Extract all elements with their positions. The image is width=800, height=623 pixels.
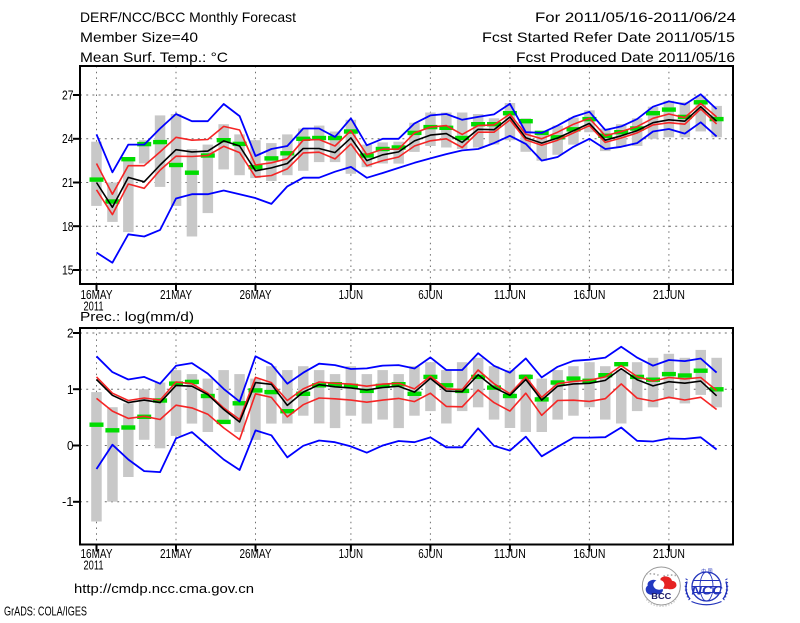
svg-text:0: 0: [67, 439, 74, 453]
svg-text:18: 18: [62, 220, 74, 234]
svg-text:15: 15: [62, 264, 74, 278]
svg-text:Fcst Produced Date 2011/05/16: Fcst Produced Date 2011/05/16: [516, 49, 735, 65]
svg-text:1: 1: [67, 383, 74, 397]
svg-text:11JUN: 11JUN: [494, 547, 526, 561]
svg-text:NCC: NCC: [692, 586, 724, 598]
svg-text:2011: 2011: [84, 300, 104, 314]
svg-text:Fcst Started Refer Date 2011/0: Fcst Started Refer Date 2011/05/15: [482, 29, 735, 45]
svg-text:16MAY: 16MAY: [81, 547, 114, 561]
svg-text:-1: -1: [62, 495, 74, 509]
svg-text:中 国: 中 国: [701, 568, 712, 575]
svg-text:2: 2: [67, 327, 74, 341]
svg-text:Prec.: log(mm/d): Prec.: log(mm/d): [80, 309, 194, 324]
svg-text:21JUN: 21JUN: [653, 288, 685, 302]
svg-text:21: 21: [62, 176, 74, 190]
svg-text:16JUN: 16JUN: [573, 547, 605, 561]
svg-text:6JUN: 6JUN: [418, 288, 443, 302]
svg-text:For 2011/05/16-2011/06/24: For 2011/05/16-2011/06/24: [535, 9, 736, 25]
svg-text:21MAY: 21MAY: [160, 288, 193, 302]
svg-text:1JUN: 1JUN: [339, 288, 364, 302]
svg-text:21JUN: 21JUN: [653, 547, 685, 561]
svg-text:BCC: BCC: [651, 592, 671, 601]
svg-text:http://cmdp.ncc.cma.gov.cn: http://cmdp.ncc.cma.gov.cn: [74, 581, 254, 596]
svg-text:2011: 2011: [84, 559, 104, 573]
svg-text:26MAY: 26MAY: [240, 547, 273, 561]
svg-text:24: 24: [62, 132, 74, 146]
svg-text:21MAY: 21MAY: [160, 547, 193, 561]
svg-text:16MAY: 16MAY: [81, 288, 114, 302]
svg-text:26MAY: 26MAY: [240, 288, 273, 302]
svg-text:27: 27: [62, 89, 74, 103]
svg-text:1JUN: 1JUN: [339, 547, 364, 561]
svg-text:6JUN: 6JUN: [418, 547, 443, 561]
svg-text:11JUN: 11JUN: [494, 288, 526, 302]
svg-text:DERF/NCC/BCC Monthly Forecast: DERF/NCC/BCC Monthly Forecast: [80, 9, 296, 25]
svg-text:16JUN: 16JUN: [573, 288, 605, 302]
svg-text:Mean Surf. Temp.: °C: Mean Surf. Temp.: °C: [80, 49, 228, 65]
svg-text:GrADS: COLA/IGES: GrADS: COLA/IGES: [4, 604, 87, 619]
svg-text:Member Size=40: Member Size=40: [80, 29, 198, 45]
